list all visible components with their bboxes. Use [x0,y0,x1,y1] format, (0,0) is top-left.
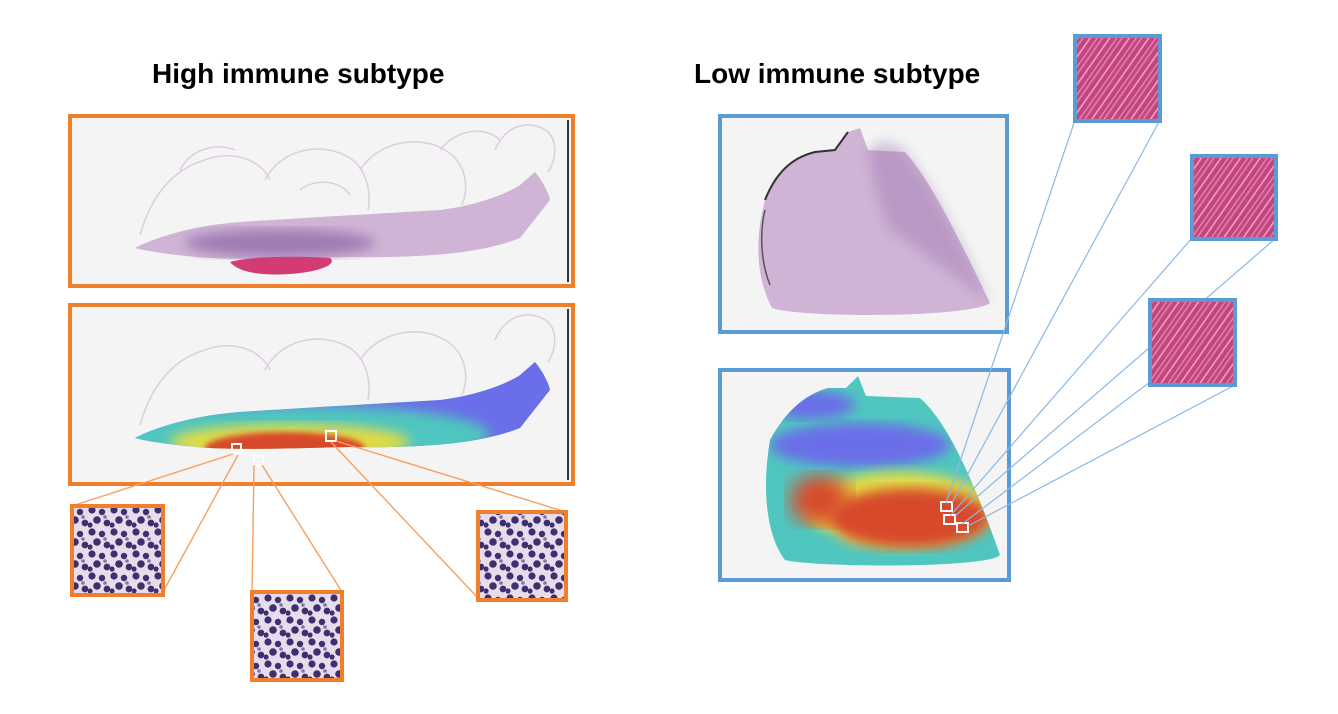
high-crop-frame [70,504,165,597]
high-crop-frame [476,510,568,602]
high-crop-2 [250,590,344,682]
low-crop-1 [1073,34,1162,123]
high-roi-box [253,455,264,466]
low-crop-frame [1073,34,1162,123]
high-immune-title: High immune subtype [152,58,445,89]
low-crop-frame [1190,154,1278,241]
high-heatmap-frame [68,303,575,486]
low-roi-box [943,514,956,525]
low-he-frame [718,114,1009,334]
high-he-slide [68,114,575,288]
high-heatmap-fat-lobules [139,314,556,426]
high-roi-box [325,430,337,442]
high-he-dense-region [185,229,375,257]
low-crop-frame [1148,298,1237,387]
high-connector-lines [71,440,567,599]
high-heatmap-slide [68,303,575,486]
high-he-fat-lobules [139,124,556,236]
high-he-frame [68,114,575,288]
low-connector-lines [945,119,1277,527]
low-he-tissue-edge [764,131,849,201]
high-crop-3 [476,510,568,602]
high-crop-frame [250,590,344,682]
high-crop-1 [70,504,165,597]
low-he-slide [718,114,1009,334]
low-he-tissue-edge [760,209,771,286]
high-he-pink-region [230,256,332,275]
low-heatmap-frame [718,368,1011,582]
low-immune-title: Low immune subtype [694,58,981,89]
low-he-tissue [758,128,990,315]
low-heatmap-slide [718,368,1011,582]
low-crop-3 [1148,298,1237,387]
high-roi-box [231,443,242,454]
low-he-dense-region [868,142,990,303]
low-crop-2 [1190,154,1278,241]
